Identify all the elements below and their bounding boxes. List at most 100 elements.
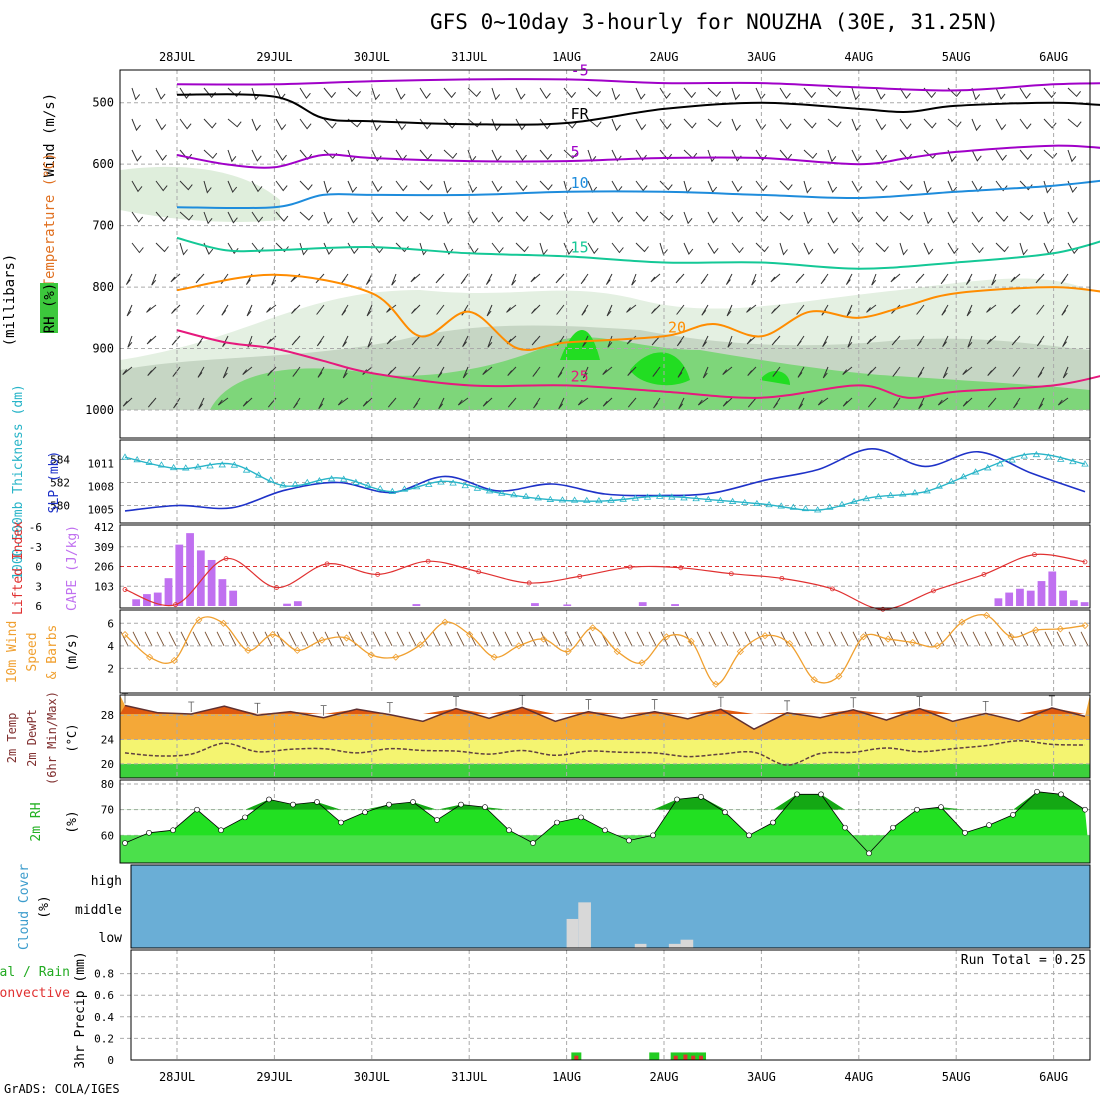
wind-barb — [875, 180, 888, 192]
wind10m-axis-label: (m/s) — [65, 632, 80, 671]
wind-barb — [155, 211, 169, 222]
wind-speed-marker — [170, 656, 178, 665]
wind-barb — [771, 335, 781, 346]
wind-barb — [827, 242, 839, 255]
wind-barb — [875, 242, 889, 253]
wind-barb — [967, 335, 973, 348]
wind-barb — [803, 87, 816, 99]
rh-marker — [1034, 788, 1040, 795]
wind-barb — [507, 397, 517, 408]
lifted-index-line — [124, 553, 1086, 610]
wind-barb — [923, 211, 933, 225]
wind-speed-marker — [589, 624, 597, 632]
rh-marker — [602, 827, 608, 834]
wind-barb — [891, 335, 901, 346]
wind-barb — [155, 180, 168, 192]
wind-barb — [318, 397, 325, 410]
wind-barb — [387, 397, 397, 408]
wind-barb — [299, 118, 312, 130]
wind-barb — [971, 211, 984, 223]
precip-convective-bar — [683, 1054, 688, 1060]
wind-barb — [395, 87, 406, 100]
wind-barb — [744, 631, 753, 647]
thickness-marker — [959, 472, 968, 480]
rh-marker — [218, 827, 224, 834]
wind-barb — [971, 87, 981, 101]
rh-marker — [1058, 791, 1064, 798]
wind-barb — [971, 149, 982, 162]
rh-marker — [242, 814, 248, 821]
wind-barb — [347, 87, 361, 98]
wind-barb — [246, 304, 253, 317]
wind-barb — [798, 397, 805, 410]
thickness-marker — [692, 494, 700, 502]
wind-barb — [1062, 366, 1069, 379]
wind-barb — [342, 366, 349, 379]
wind-barb — [635, 242, 649, 253]
li-tick: -3 — [29, 541, 42, 554]
wind-barb — [147, 397, 157, 408]
rh-low-band — [120, 835, 1090, 863]
wind-barb — [155, 149, 167, 161]
wind-barb — [192, 631, 201, 647]
wind-barb — [419, 211, 434, 221]
wind-barb — [696, 631, 705, 647]
thickness-tick: 582 — [50, 477, 70, 490]
wind-barb — [216, 631, 225, 647]
wind-barb — [987, 366, 997, 376]
slp-axis-label: SLP (mb) — [47, 451, 62, 514]
wind-barb — [292, 366, 301, 377]
thickness-marker — [485, 487, 494, 494]
wind-speed-marker — [367, 651, 375, 659]
wind-barb — [916, 335, 925, 347]
lifted-index-marker — [223, 556, 229, 561]
lifted-index-axis-label: Lifted Index — [11, 521, 26, 615]
wind-barb — [960, 631, 969, 647]
cape-bar — [186, 533, 194, 606]
wind-barb — [587, 211, 598, 224]
wind-barb — [899, 180, 913, 191]
wind-barb — [504, 631, 513, 647]
wind-barb — [372, 631, 381, 647]
thickness-marker — [522, 492, 530, 499]
wind-barb — [530, 273, 541, 283]
rh-marker — [770, 819, 776, 826]
wind-barb — [443, 242, 454, 255]
wind10m-axis-label: 10m Wind — [5, 621, 20, 684]
wind-barb — [779, 149, 793, 160]
wind-speed-marker — [121, 631, 129, 639]
wind-barb — [275, 149, 287, 161]
cape-bar — [1016, 588, 1024, 606]
rh-marker — [338, 819, 344, 826]
isotherm-line — [176, 93, 1100, 126]
wind-barb — [842, 397, 853, 407]
wind-barb — [995, 180, 1008, 192]
wind-speed-marker — [662, 633, 671, 641]
wind-barb — [720, 631, 729, 647]
lifted-index-marker — [122, 587, 128, 592]
wind-speed-marker — [1007, 633, 1015, 641]
rh-marker — [1010, 811, 1016, 818]
wind-barb — [899, 118, 912, 130]
wind-barb — [203, 87, 216, 99]
wind-barb — [131, 180, 143, 193]
wind-barb — [436, 335, 445, 347]
thickness-marker — [291, 480, 299, 487]
wind-barb — [515, 242, 529, 253]
wind-barb — [683, 211, 693, 225]
temp-tick: 20 — [101, 758, 114, 771]
wind-barb — [659, 180, 673, 191]
wind-barb — [732, 631, 741, 647]
thickness-marker — [254, 471, 263, 478]
date-label-bottom: 2AUG — [650, 1070, 679, 1084]
wind-barb — [386, 304, 397, 313]
wind-speed-marker — [269, 631, 277, 639]
wind-barb — [179, 87, 191, 100]
thickness-marker — [1081, 460, 1089, 467]
wind-barb — [779, 242, 788, 256]
wind-barb — [659, 87, 671, 100]
thickness-marker — [583, 496, 591, 503]
wind-barb — [552, 631, 561, 647]
rh-marker — [362, 809, 368, 816]
lifted-index-marker — [1032, 552, 1037, 558]
